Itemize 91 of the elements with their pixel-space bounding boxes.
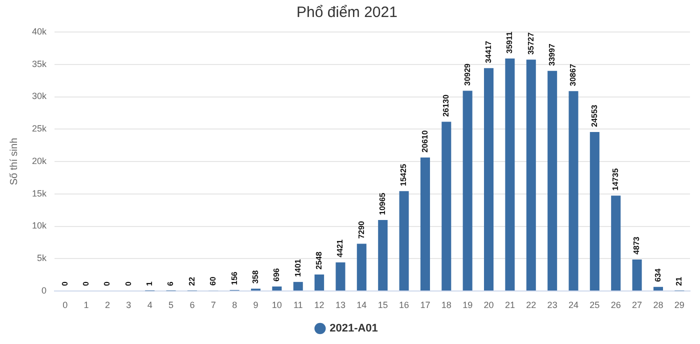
- y-tick-label: 30k: [32, 91, 48, 102]
- x-tick-label: 0: [62, 300, 68, 310]
- bar: [356, 244, 366, 290]
- data-label: 696: [272, 268, 282, 282]
- data-label: 0: [102, 281, 112, 286]
- x-tick-label: 18: [441, 300, 452, 310]
- y-tick-label: 35k: [32, 58, 48, 69]
- data-label: 15425: [399, 163, 408, 186]
- data-label: 24553: [590, 104, 599, 128]
- x-tick-label: 10: [272, 300, 282, 310]
- x-tick-label: 6: [190, 300, 195, 310]
- bar: [442, 122, 452, 290]
- bar: [420, 158, 430, 290]
- bar: [611, 196, 621, 290]
- data-label: 14735: [611, 168, 620, 191]
- y-tick-label: 0: [41, 285, 47, 296]
- data-label: 2548: [314, 251, 324, 270]
- data-label: 22: [187, 276, 196, 286]
- bar: [462, 90, 472, 290]
- data-label: 34417: [484, 40, 493, 64]
- x-tick-label: 9: [253, 300, 258, 310]
- x-tick-label: 1: [84, 300, 89, 310]
- x-tick-label: 12: [314, 300, 324, 310]
- data-label: 634: [653, 268, 662, 282]
- data-label: 4421: [336, 239, 345, 258]
- x-tick-label: 29: [674, 300, 684, 310]
- data-label: 30929: [462, 62, 472, 86]
- x-tick-label: 4: [147, 300, 152, 310]
- data-label: 26130: [442, 94, 451, 117]
- y-tick-label: 10k: [32, 220, 48, 231]
- x-tick-label: 20: [484, 300, 494, 310]
- x-tick-label: 23: [547, 300, 558, 310]
- data-label: 60: [208, 276, 218, 286]
- data-label: 4873: [632, 236, 642, 254]
- legend-label: 2021-A01: [330, 322, 378, 335]
- data-label: 156: [230, 271, 239, 285]
- bar: [505, 58, 515, 290]
- x-tick-label: 13: [335, 300, 346, 310]
- data-label: 20610: [420, 130, 430, 153]
- bar: [590, 132, 600, 290]
- x-tick-label: 3: [126, 300, 132, 310]
- y-tick-label: 25k: [32, 124, 48, 134]
- data-label: 35727: [526, 32, 536, 55]
- bar: [653, 286, 663, 290]
- x-tick-label: 26: [610, 300, 621, 310]
- data-label: 10965: [378, 192, 388, 215]
- x-tick-label: 7: [210, 300, 216, 310]
- x-tick-label: 24: [568, 300, 578, 310]
- data-label: 35911: [505, 31, 514, 54]
- data-label: 33997: [548, 43, 557, 66]
- bar: [632, 259, 642, 290]
- chart-title: Phổ điểm 2021: [296, 4, 398, 22]
- data-label: 1: [145, 280, 154, 286]
- bar: [314, 274, 324, 290]
- bar: [548, 70, 558, 290]
- bar: [484, 68, 494, 290]
- data-label: 358: [250, 270, 260, 284]
- bar: [568, 91, 578, 290]
- y-tick-label: 20k: [32, 156, 48, 166]
- bar: [399, 191, 409, 290]
- data-label: 30867: [568, 63, 578, 86]
- x-tick-label: 19: [462, 300, 473, 310]
- data-label: 0: [81, 281, 90, 286]
- x-tick-label: 2: [104, 300, 110, 310]
- x-tick-label: 5: [168, 300, 174, 310]
- x-tick-label: 22: [526, 300, 536, 310]
- data-label: 0: [124, 281, 133, 286]
- x-tick-label: 8: [232, 300, 238, 310]
- bar: [272, 286, 282, 290]
- x-tick-label: 28: [653, 300, 664, 310]
- x-tick-label: 21: [504, 300, 515, 310]
- data-label: 6: [166, 280, 176, 286]
- bar: [336, 262, 346, 290]
- y-tick-label: 15k: [32, 188, 48, 198]
- data-label: 0: [60, 281, 70, 286]
- x-tick-label: 11: [293, 300, 303, 310]
- data-label: 1401: [293, 258, 302, 277]
- y-tick-label: 40k: [32, 26, 48, 36]
- data-label: 21: [674, 276, 684, 286]
- bar: [293, 282, 303, 290]
- y-tick-label: 5k: [36, 253, 47, 264]
- y-axis-title: Số thí sinh: [8, 138, 20, 186]
- x-tick-label: 27: [632, 300, 642, 310]
- x-tick-label: 14: [356, 300, 367, 310]
- x-tick-label: 17: [420, 300, 430, 310]
- bar: [526, 60, 536, 290]
- x-tick-label: 25: [590, 300, 600, 310]
- x-tick-label: 15: [378, 300, 388, 310]
- data-label: 7290: [356, 220, 366, 239]
- x-tick-label: 16: [399, 300, 410, 310]
- bar: [378, 220, 388, 290]
